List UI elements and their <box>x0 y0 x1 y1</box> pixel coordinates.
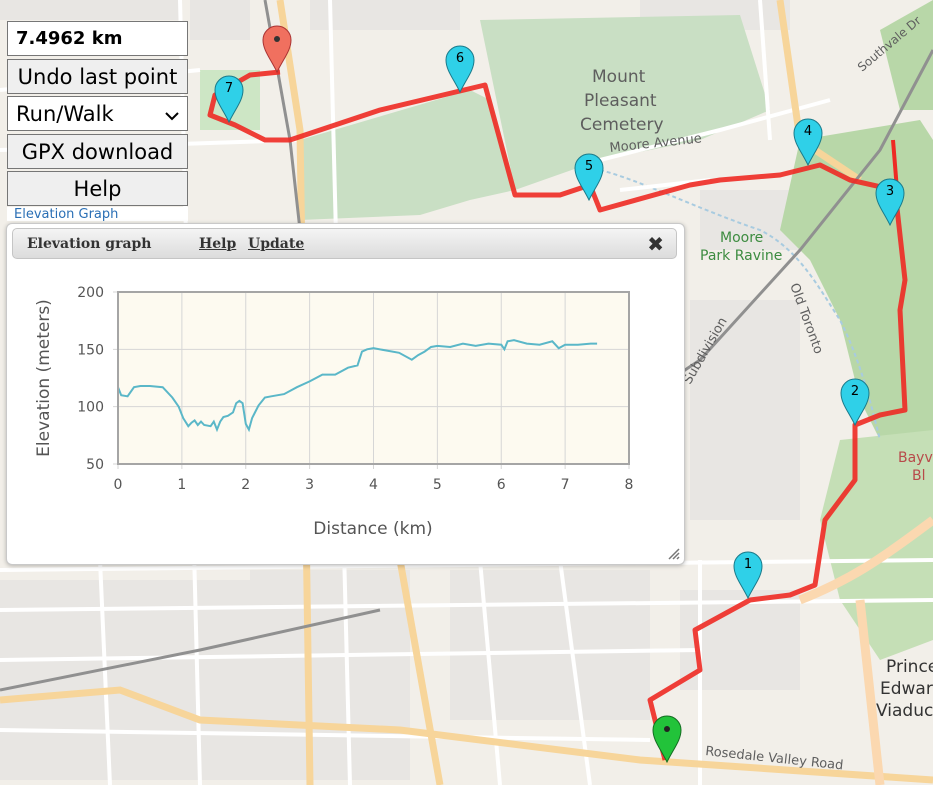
map-label-cemetery-3: Cemetery <box>580 115 664 135</box>
x-tick-label: 2 <box>241 477 250 493</box>
x-tick-label: 8 <box>625 477 634 493</box>
y-tick-label: 200 <box>77 285 104 301</box>
elevation-graph-link[interactable]: Elevation Graph <box>7 207 188 221</box>
y-axis-label: Elevation (meters) <box>34 299 54 457</box>
end-marker[interactable] <box>262 25 292 73</box>
waypoint-7-label: 7 <box>225 81 233 96</box>
waypoint-6-marker[interactable]: 6 <box>445 45 475 93</box>
y-tick-label: 50 <box>86 457 104 473</box>
waypoint-6-label: 6 <box>456 51 464 66</box>
waypoint-4-marker[interactable]: 4 <box>793 118 823 166</box>
map-label-prince-2: Edwar <box>880 679 933 699</box>
start-marker[interactable] <box>652 715 682 763</box>
chevron-down-icon <box>165 102 179 126</box>
x-tick-labels: 0 1 2 3 4 5 6 7 8 <box>114 477 634 493</box>
map-label-ravine-2: Park Ravine <box>700 248 782 264</box>
y-tick-label: 150 <box>77 342 104 358</box>
elevation-panel: Elevation graph Help Update ✖ 0 1 2 3 4 5 6 7 8 … <box>6 223 685 565</box>
elevation-help-link[interactable]: Help <box>199 236 237 252</box>
map-label-prince-1: Prince <box>886 657 933 677</box>
waypoint-7-marker[interactable]: 7 <box>214 75 244 123</box>
map-label-prince-3: Viaduc <box>876 701 933 721</box>
waypoint-3-marker[interactable]: 3 <box>875 178 905 226</box>
x-tick-label: 1 <box>177 477 186 493</box>
waypoint-1-label: 1 <box>744 557 752 572</box>
elevation-update-link[interactable]: Update <box>248 236 305 252</box>
resize-handle-icon[interactable] <box>666 546 680 560</box>
map-label-bayview-2: Bl <box>912 468 926 484</box>
waypoint-4-label: 4 <box>804 124 812 139</box>
chart-frame <box>117 291 630 465</box>
elevation-panel-header[interactable]: Elevation graph Help Update ✖ <box>12 228 677 259</box>
waypoint-3-label: 3 <box>886 184 894 199</box>
x-tick-label: 5 <box>433 477 442 493</box>
map-label-ravine-1: Moore <box>720 230 763 246</box>
mode-select[interactable]: Run/Walk <box>7 96 188 131</box>
map-label-cemetery-1: Mount <box>592 67 646 87</box>
undo-last-point-button[interactable]: Undo last point <box>7 59 188 94</box>
waypoint-1-marker[interactable]: 1 <box>733 551 763 599</box>
x-tick-label: 4 <box>369 477 378 493</box>
y-tick-labels: 50 100 150 200 <box>77 285 104 473</box>
map-label-bayview-1: Bayvi <box>898 450 933 466</box>
waypoint-5-label: 5 <box>585 159 593 174</box>
mode-select-value: Run/Walk <box>16 101 114 126</box>
x-tick-label: 0 <box>114 477 123 493</box>
map-label-cemetery-2: Pleasant <box>584 91 657 111</box>
help-button[interactable]: Help <box>7 171 188 206</box>
x-tick-label: 6 <box>497 477 506 493</box>
y-tick-label: 100 <box>77 400 104 416</box>
waypoint-2-marker[interactable]: 2 <box>840 378 870 426</box>
x-axis-label: Distance (km) <box>313 519 432 539</box>
close-icon[interactable]: ✖ <box>647 232 664 256</box>
distance-readout: 7.4962 km <box>7 21 188 56</box>
elevation-series-line <box>117 339 598 433</box>
waypoint-2-label: 2 <box>851 384 859 399</box>
waypoint-5-marker[interactable]: 5 <box>574 153 604 201</box>
x-tick-label: 7 <box>561 477 570 493</box>
gpx-download-button[interactable]: GPX download <box>7 134 188 169</box>
x-tick-label: 3 <box>305 477 314 493</box>
elevation-panel-title: Elevation graph <box>27 236 152 252</box>
route-line <box>207 69 908 761</box>
elevation-chart: 0 1 2 3 4 5 6 7 8 50 100 150 200 Distance (km) Elev… <box>34 285 634 539</box>
